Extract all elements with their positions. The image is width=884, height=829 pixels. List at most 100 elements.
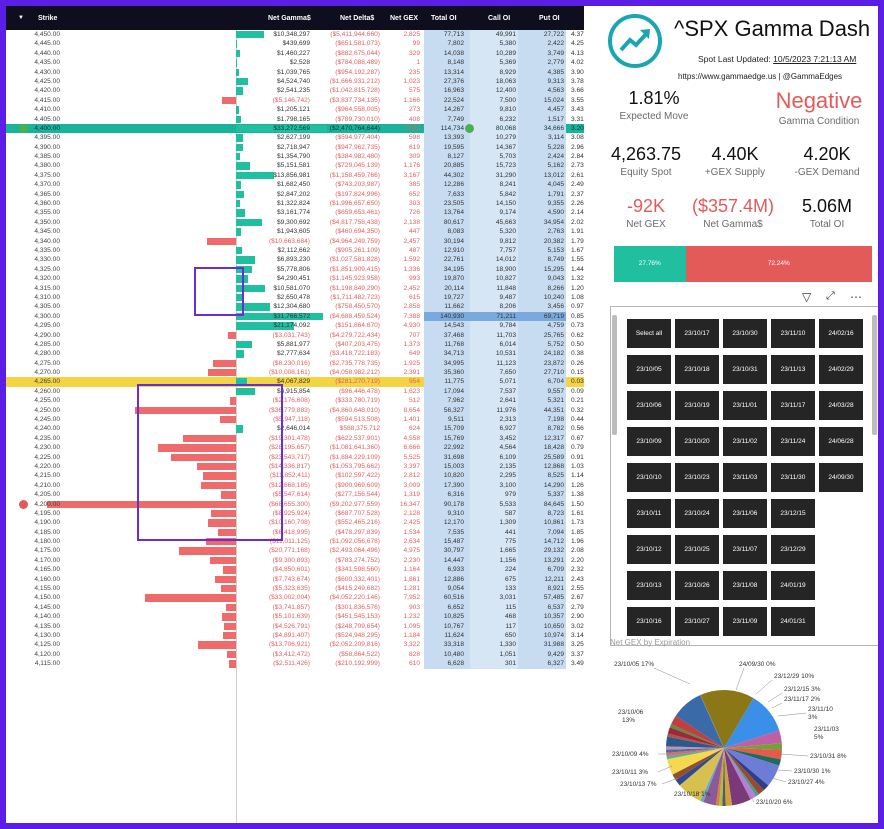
pie-slice[interactable]	[667, 748, 724, 775]
table-row[interactable]: 4,190.00 ($10,160,708) ($552,465,216) 2,425…	[6, 518, 584, 528]
slicer-date-option[interactable]: 23/10/10	[627, 463, 671, 492]
pie-slice[interactable]	[700, 748, 724, 803]
slicer-date-option[interactable]: 23/10/17	[675, 319, 719, 348]
table-row[interactable]: 4,310.00 $2,650,478 ($1,711,482,723) 615 19,…	[6, 292, 584, 303]
table-row[interactable]: 4,195.00 ($8,925,924) ($687,707,528) 2,128 9…	[6, 508, 584, 519]
slicer-date-option[interactable]: 24/02/16	[819, 319, 863, 348]
table-row[interactable]: 4,170.00 ($9,300,893) ($783,274,752) 2,230 1…	[6, 555, 584, 566]
table-row[interactable]: 4,305.00 $12,304,680 ($758,450,570) 2,858 11…	[6, 302, 584, 312]
pie-slice[interactable]	[675, 695, 724, 748]
slicer-date-option[interactable]: 23/10/13	[627, 571, 671, 600]
pie-slice[interactable]	[724, 748, 759, 797]
pie-slice[interactable]	[700, 690, 754, 748]
slicer-date-option[interactable]: 23/10/06	[627, 391, 671, 420]
pie-slice[interactable]	[703, 748, 724, 806]
table-row[interactable]: 4,155.00 ($5,323,635) ($415,249,682) 1,281 9…	[6, 584, 584, 594]
table-row[interactable]: 4,145.00 ($3,741,857) ($301,836,576) 903 6,6…	[6, 602, 584, 613]
table-row[interactable]: 4,395.00 $2,627,199 ($594,977,404) 598 13,39…	[6, 133, 584, 143]
table-row[interactable]: 4,125.00 ($13,706,921) ($2,052,209,816) 3,3…	[6, 640, 584, 650]
slicer-date-option[interactable]: 23/11/13	[771, 355, 815, 384]
table-row[interactable]: 4,130.00 ($4,891,407) ($524,948,295) 1,184 1…	[6, 631, 584, 641]
pie-slice[interactable]	[724, 748, 733, 806]
slicer-date-option[interactable]: 23/10/26	[675, 571, 719, 600]
pie-slice[interactable]	[724, 748, 769, 791]
slicer-date-option[interactable]: 23/11/17	[771, 391, 815, 420]
table-row[interactable]: 4,265.00 $4,067,829 ($281,270,719) 954 11,77…	[6, 377, 584, 387]
table-row[interactable]: 4,320.00 $4,290,451 ($1,145,923,958) 993 19,…	[6, 274, 584, 284]
pie-slice[interactable]	[666, 736, 724, 748]
slicer-date-option[interactable]: 23/11/30	[771, 463, 815, 492]
slicer-date-option[interactable]: 23/11/24	[771, 427, 815, 456]
slicer-date-option[interactable]: 23/11/09	[723, 607, 767, 636]
table-row[interactable]: 4,415.00 ($5,146,742) ($3,837,734,135) 1,16…	[6, 95, 584, 106]
table-row[interactable]: 4,275.00 ($8,230,016) ($2,735,778,735) 1,92…	[6, 358, 584, 369]
pie-slice[interactable]	[666, 748, 724, 757]
table-row[interactable]: 4,365.00 $2,847,202 ($197,824,996) 652 7,633…	[6, 189, 584, 200]
header-net-gamma[interactable]: Net Gamma$	[268, 15, 311, 22]
pie-slice[interactable]	[667, 733, 724, 748]
table-row[interactable]: 4,225.00 ($23,543,717) ($1,884,229,109) 5,5…	[6, 452, 584, 462]
table-row[interactable]: 4,345.00 $1,943,605 ($460,694,350) 447 8,083…	[6, 227, 584, 237]
slicer-date-option[interactable]: 23/10/20	[675, 427, 719, 456]
table-row[interactable]: 4,120.00 ($3,412,472) ($58,864,522) 828 10,4…	[6, 649, 584, 660]
table-row[interactable]: 4,270.00 ($10,008,161) ($4,058,982,212) 2,3…	[6, 368, 584, 378]
table-row[interactable]: 4,300.00 $31,766,572 ($4,688,459,524) 7,388…	[6, 311, 584, 322]
slicer-date-option[interactable]: 23/11/10	[771, 319, 815, 348]
table-row[interactable]: 4,280.00 $2,777,634 ($3,418,722,183) 649 34,…	[6, 349, 584, 359]
slicer-date-option[interactable]: 23/11/01	[723, 391, 767, 420]
pie-slice[interactable]	[666, 748, 724, 760]
slicer-date-option[interactable]: 23/11/06	[723, 499, 767, 528]
table-row[interactable]: 4,370.00 $1,682,450 ($743,203,987) 385 12,28…	[6, 180, 584, 190]
pie-slice[interactable]	[724, 748, 781, 766]
table-row[interactable]: 4,135.00 ($4,526,791) ($248,709,654) 1,095 1…	[6, 621, 584, 631]
table-row[interactable]: 4,180.00 ($11,011,125) ($1,092,056,678) 2,6…	[6, 537, 584, 547]
slicer-date-option[interactable]: 23/11/03	[723, 463, 767, 492]
table-row[interactable]: 4,440.00 $1,460,227 ($882,675,044) 329 14,03…	[6, 48, 584, 59]
table-row[interactable]: 4,445.00 $439,699 ($651,581,073) 99 7,802 5,3…	[6, 39, 584, 49]
slicer-date-option[interactable]: 24/01/19	[771, 571, 815, 600]
pie-slice[interactable]	[724, 698, 780, 748]
table-row[interactable]: 4,295.00 $21,174,092 ($151,864,670) 4,930 14…	[6, 321, 584, 331]
pie-slice[interactable]	[715, 748, 724, 806]
slicer-date-option[interactable]: 24/02/29	[819, 355, 863, 384]
slicer-date-option[interactable]: 23/11/07	[723, 535, 767, 564]
table-row[interactable]: 4,430.00 $1,039,765 ($954,192,287) 235 13,31…	[6, 67, 584, 77]
site-link[interactable]: https://www.gammaedge.us | @GammaEdges	[678, 72, 843, 81]
table-row[interactable]: 4,400.00 $33,272,569 ($2,470,764,644) 7,562…	[6, 123, 584, 134]
slicer-date-option[interactable]: 23/10/16	[627, 607, 671, 636]
slicer-scrollbar-right[interactable]	[872, 315, 877, 435]
header-total-oi[interactable]: Total OI	[431, 15, 457, 22]
slicer-date-option[interactable]: 23/10/31	[723, 355, 767, 384]
slicer-date-option[interactable]: 23/10/25	[675, 535, 719, 564]
pie-slice[interactable]	[724, 748, 751, 806]
slicer-date-option[interactable]: 23/12/15	[771, 499, 815, 528]
table-row[interactable]: 4,335.00 $2,112,662 ($905,261,109) 487 12,91…	[6, 245, 584, 256]
table-row[interactable]: 4,385.00 $1,354,790 ($384,982,480) 309 8,127…	[6, 152, 584, 162]
table-row[interactable]: 4,425.00 $4,524,740 ($1,666,931,212) 1,023 2…	[6, 76, 584, 87]
table-row[interactable]: 4,315.00 $10,581,070 ($1,198,849,290) 2,452…	[6, 283, 584, 293]
header-strike[interactable]: Strike	[38, 15, 58, 22]
pie-slice[interactable]	[666, 748, 724, 753]
pie-slice[interactable]	[700, 694, 725, 749]
table-row[interactable]: 4,390.00 $2,718,947 ($947,962,735) 619 19,59…	[6, 142, 584, 153]
table-row[interactable]: 4,325.00 $5,778,806 ($1,851,909,415) 1,336 3…	[6, 264, 584, 275]
table-row[interactable]: 4,160.00 ($7,743,674) ($600,332,401) 1,861 1…	[6, 574, 584, 585]
pie-slice[interactable]	[679, 748, 724, 801]
table-row[interactable]: 4,330.00 $6,893,230 ($1,027,581,828) 1,592 2…	[6, 255, 584, 265]
table-row[interactable]: 4,200.00 ($68,655,300) ($9,202,977,559) 16,…	[6, 499, 584, 509]
slicer-select-all[interactable]: Select all	[627, 319, 671, 348]
pie-slice[interactable]	[719, 748, 724, 806]
slicer-date-option[interactable]: 23/10/11	[627, 499, 671, 528]
table-row[interactable]: 4,355.00 $3,161,774 ($659,653,461) 726 13,76…	[6, 208, 584, 218]
header-call-oi[interactable]: Call OI	[488, 15, 511, 22]
pie-slice[interactable]	[724, 743, 782, 750]
focus-mode-icon[interactable]: ⤢	[826, 290, 835, 302]
table-row[interactable]: 4,290.00 ($3,031,743) ($4,279,722,434) 707 3…	[6, 330, 584, 340]
table-row[interactable]: 4,435.00 $2,528 ($784,088,489) 1 8,148 5,369 2…	[6, 58, 584, 68]
pie-slice[interactable]	[724, 730, 782, 748]
sort-descending-icon[interactable]: ▼	[18, 15, 24, 21]
slicer-date-option[interactable]: 23/10/19	[675, 391, 719, 420]
table-row[interactable]: 4,245.00 ($5,947,118) ($594,513,508) 1,401 9…	[6, 415, 584, 425]
table-row[interactable]: 4,380.00 $5,151,581 ($729,045,139) 1,176 20,…	[6, 161, 584, 171]
slicer-date-option[interactable]: 23/10/09	[627, 427, 671, 456]
